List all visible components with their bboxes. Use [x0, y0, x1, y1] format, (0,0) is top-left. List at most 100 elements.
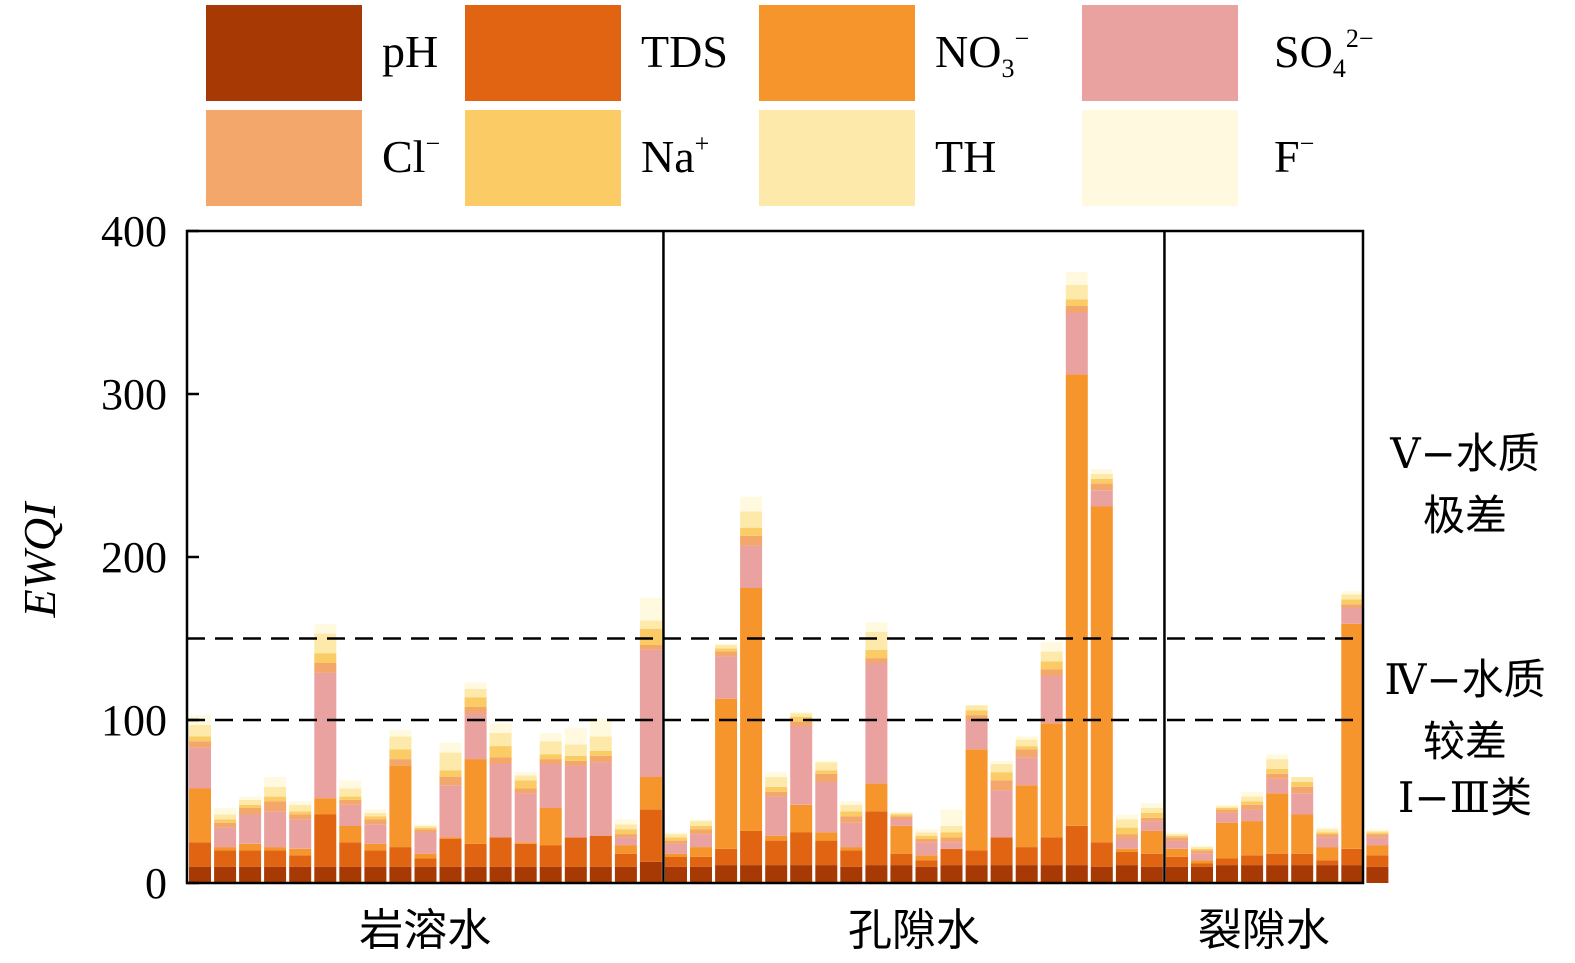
bar-segment-cl [464, 707, 487, 714]
bar-segment-cl [690, 829, 712, 835]
bar-segment-ph [990, 865, 1013, 883]
bar-segment-no3 [915, 855, 938, 861]
bar-segment-ph [639, 861, 662, 883]
bar-segment-tds [1140, 853, 1163, 867]
bar-segment-no3 [539, 808, 562, 846]
band-label: Ⅳ−水质 [1384, 655, 1545, 704]
bar-segment-ph [239, 866, 262, 883]
bar-segment-ph [740, 865, 763, 883]
bar-segment-tds [1040, 837, 1063, 866]
bar-segment-no3 [264, 847, 287, 851]
threshold-lines [187, 637, 1363, 722]
bar-segment-so4 [1015, 757, 1038, 786]
bar-segment-f [1140, 803, 1163, 808]
bar-segment-f [339, 780, 362, 789]
bar-segment-tds [1316, 860, 1339, 866]
legend-swatch-tds [465, 5, 621, 101]
bar-segment-no3 [715, 698, 738, 849]
y-tick-label: 300 [101, 370, 167, 419]
bar-segment-th [639, 620, 662, 629]
bar-segment-th [1266, 759, 1289, 769]
bar-segment-ph [514, 866, 537, 883]
bar-segment-th [740, 511, 763, 528]
chart-legend: pH TDS NO3− SO42− Cl− Na+ TH F− [206, 5, 1373, 206]
bar-segment-f [690, 819, 712, 821]
bar-segment-th [1115, 819, 1138, 828]
legend-label-cl: Cl− [382, 129, 440, 182]
bar-segment-ph [564, 866, 587, 883]
bar-segment-ph [765, 865, 788, 883]
bar-segment-so4 [589, 762, 612, 836]
bar-segment-na [690, 826, 712, 830]
bar-segment-no3 [965, 749, 988, 851]
bar-segment-ph [1366, 866, 1389, 883]
y-tick-label: 100 [101, 696, 167, 745]
band-label: Ⅴ−水质 [1389, 429, 1540, 478]
bar-segment-na [815, 770, 838, 774]
bar-segment-tds [1366, 855, 1389, 867]
bar-segment-tds [339, 842, 362, 867]
bar-segment-no3 [214, 847, 237, 851]
bar-segment-cl [539, 759, 562, 764]
bar-segment-th [915, 832, 938, 836]
bar-segment-so4 [1140, 821, 1163, 831]
bar-segment-tds [765, 840, 788, 866]
legend-swatch-na [465, 110, 621, 206]
bar-segment-ph [264, 866, 287, 883]
bar-segment-ph [940, 865, 963, 883]
bar-segment-na [289, 811, 312, 815]
bar-segment-tds [865, 811, 888, 866]
bar-segment-cl [1040, 669, 1063, 676]
bar-segment-na [439, 770, 462, 777]
bar-segment-cl [489, 757, 512, 764]
bar-segment-f [464, 682, 487, 689]
bar-segment-tds [1291, 853, 1314, 866]
bar-segment-ph [539, 866, 562, 883]
bar-segment-th [389, 736, 412, 750]
bar-segment-na [1191, 848, 1213, 851]
bar-segment-ph [1291, 865, 1314, 883]
group-label: 岩溶水 [359, 905, 491, 956]
bar-segment-na [1115, 827, 1138, 835]
bar-segment-th [539, 741, 562, 755]
bar-segment-so4 [1316, 837, 1339, 848]
bar-segment-ph [1216, 865, 1238, 883]
bar-segment-f [264, 777, 287, 787]
bar-segment-na [1166, 835, 1188, 838]
bar-segment-cl [1341, 604, 1364, 608]
bar-segment-cl [439, 777, 462, 786]
bar-segment-so4 [1341, 607, 1364, 624]
legend-label-ph: pH [382, 26, 438, 77]
bar-segment-ph [1015, 865, 1038, 883]
bar-segment-f [890, 811, 913, 813]
bar-segment-cl [815, 773, 838, 782]
bar-segment-th [514, 775, 537, 781]
bar-segment-tds [539, 845, 562, 867]
bar-segment-no3 [389, 765, 412, 848]
bar-segment-na [489, 746, 512, 758]
bar-segment-f [1166, 832, 1188, 835]
bar-segment-ph [614, 866, 637, 883]
bar-segment-tds [414, 858, 437, 867]
bar-segment-so4 [439, 785, 462, 838]
y-tick-label: 0 [145, 859, 167, 908]
bar-segment-na [665, 837, 687, 841]
bar-segment-ph [865, 865, 888, 883]
bar-segment-ph [289, 866, 312, 883]
bar-segment-f [414, 824, 437, 826]
bar-segment-na [189, 736, 211, 742]
bar-segment-cl [965, 715, 988, 720]
bar-segment-th [289, 804, 312, 812]
bar-segment-th [1191, 847, 1213, 849]
band-label: 较差 [1423, 717, 1507, 766]
bar-segment-na [239, 804, 262, 809]
bar-segment-na [314, 653, 337, 663]
bar-segment-cl [765, 791, 788, 797]
bar-segment-tds [1191, 863, 1213, 867]
bar-segment-tds [1241, 855, 1264, 866]
bar-segment-f [1191, 845, 1213, 848]
bar-segment-th [1166, 834, 1188, 836]
bar-segment-no3 [1065, 374, 1088, 826]
legend-label-no3: NO3− [935, 24, 1029, 83]
